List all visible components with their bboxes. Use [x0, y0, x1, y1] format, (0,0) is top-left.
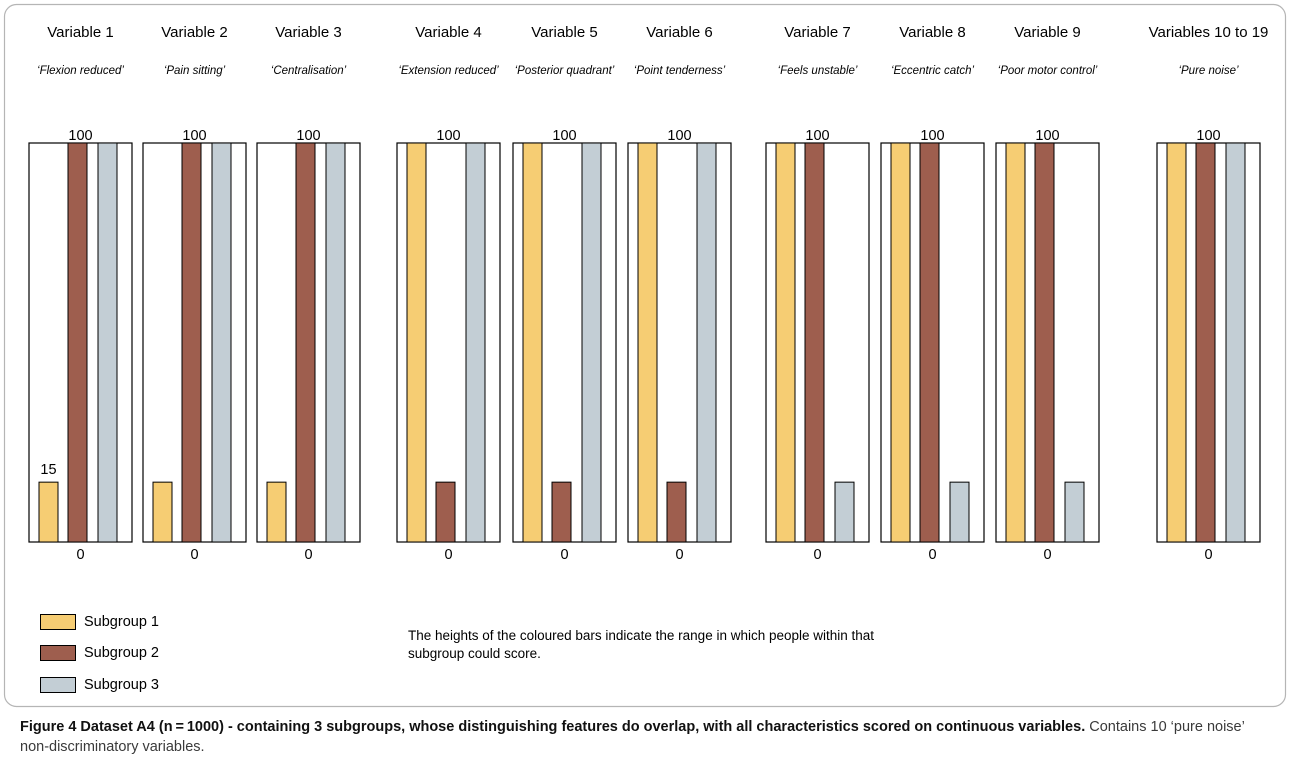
data-label: 15 — [40, 462, 56, 478]
bar-subgroup-3 — [834, 481, 855, 543]
bar-subgroup-1 — [152, 481, 173, 543]
explanatory-note: The heights of the coloured bars indicat… — [408, 628, 875, 661]
bar-subgroup-2 — [919, 142, 940, 543]
top-scale-label: 100 — [805, 128, 829, 144]
bar-subgroup-1 — [522, 142, 543, 543]
top-scale-label: 100 — [436, 128, 460, 144]
variable-subtitle: ‘Pain sitting’ — [163, 65, 226, 77]
bottom-scale-label: 0 — [1043, 547, 1051, 563]
bar-subgroup-3 — [465, 142, 486, 543]
legend-label: Subgroup 2 — [84, 645, 159, 661]
top-scale-label: 100 — [1196, 128, 1220, 144]
variable-subtitle: ‘Eccentric catch’ — [890, 65, 975, 77]
variable-header: Variables 10 to 19 — [1148, 24, 1269, 41]
variable-subtitle: ‘Centralisation’ — [270, 65, 347, 77]
bar-subgroup-2 — [295, 142, 316, 543]
bar-subgroup-3 — [581, 142, 602, 543]
figure-border — [3, 3, 1287, 708]
legend-label: Subgroup 3 — [84, 677, 159, 693]
legend-item-subgroup-1: Subgroup 1 — [40, 611, 159, 633]
variable-header: Variable 3 — [275, 24, 342, 41]
bar-subgroup-3 — [211, 142, 232, 543]
bar-subgroup-2 — [181, 142, 202, 543]
top-scale-label: 100 — [667, 128, 691, 144]
bottom-scale-label: 0 — [444, 547, 452, 563]
bottom-scale-label: 0 — [304, 547, 312, 563]
variable-header: Variable 7 — [784, 24, 851, 41]
bottom-scale-label: 0 — [76, 547, 84, 563]
bar-subgroup-2 — [804, 142, 825, 543]
bottom-scale-label: 0 — [813, 547, 821, 563]
variable-header: Variable 1 — [47, 24, 114, 41]
bottom-scale-label: 0 — [560, 547, 568, 563]
variable-subtitle: ‘Flexion reduced’ — [37, 65, 124, 77]
bar-subgroup-3 — [325, 142, 346, 543]
chart: 100 0 15 100 0 100 0 100 0 100 0 100 0 100 0 100 0 100 0 10… — [3, 3, 1287, 708]
bar-subgroup-1 — [775, 142, 796, 543]
bar-subgroup-1 — [406, 142, 427, 543]
variable-header: Variable 2 — [161, 24, 228, 41]
bar-subgroup-3 — [949, 481, 970, 543]
bar-subgroup-2 — [67, 142, 88, 543]
figure-caption: Figure 4 Dataset A4 (n = 1000) - contain… — [20, 717, 1270, 757]
bar-subgroup-2 — [551, 481, 572, 543]
bar-subgroup-1 — [1166, 142, 1187, 543]
bar-subgroup-1 — [266, 481, 287, 543]
variable-subtitle: ‘Posterior quadrant’ — [514, 65, 615, 77]
bar-subgroup-1 — [637, 142, 658, 543]
variable-subtitle: ‘Feels unstable’ — [777, 65, 858, 77]
caption-bold: Figure 4 Dataset A4 (n = 1000) - contain… — [20, 719, 1086, 735]
top-scale-label: 100 — [296, 128, 320, 144]
top-scale-label: 100 — [552, 128, 576, 144]
legend-label: Subgroup 1 — [84, 614, 159, 630]
variable-header: Variable 4 — [415, 24, 482, 41]
bar-subgroup-2 — [435, 481, 456, 543]
bar-subgroup-1 — [1005, 142, 1026, 543]
variable-subtitle: ‘Pure noise’ — [1178, 65, 1239, 77]
bottom-scale-label: 0 — [928, 547, 936, 563]
bottom-scale-label: 0 — [1204, 547, 1212, 563]
top-scale-label: 100 — [1035, 128, 1059, 144]
bar-subgroup-2 — [1034, 142, 1055, 543]
bar-subgroup-3 — [97, 142, 118, 543]
variable-header: Variable 6 — [646, 24, 713, 41]
bar-subgroup-1 — [38, 481, 59, 543]
legend-item-subgroup-3: Subgroup 3 — [40, 674, 159, 696]
bar-subgroup-3 — [696, 142, 717, 543]
bar-subgroup-2 — [666, 481, 687, 543]
bar-subgroup-2 — [1195, 142, 1216, 543]
bar-subgroup-3 — [1064, 481, 1085, 543]
variable-header: Variable 9 — [1014, 24, 1081, 41]
legend-item-subgroup-2: Subgroup 2 — [40, 642, 159, 664]
top-scale-label: 100 — [182, 128, 206, 144]
top-scale-label: 100 — [68, 128, 92, 144]
caption-normal: Contains 10 ‘pure noise’ non-discriminat… — [20, 719, 1245, 755]
bottom-scale-label: 0 — [190, 547, 198, 563]
variable-subtitle: ‘Extension reduced’ — [398, 65, 499, 77]
variable-subtitle: ‘Point tenderness’ — [633, 65, 726, 77]
variable-header: Variable 8 — [899, 24, 966, 41]
top-scale-label: 100 — [920, 128, 944, 144]
bar-subgroup-1 — [890, 142, 911, 543]
legend-swatch-3 — [40, 677, 76, 693]
bottom-scale-label: 0 — [675, 547, 683, 563]
legend-swatch-2 — [40, 645, 76, 661]
variable-subtitle: ‘Poor motor control’ — [997, 65, 1098, 77]
bar-subgroup-3 — [1225, 142, 1246, 543]
legend-swatch-1 — [40, 614, 76, 630]
variable-header: Variable 5 — [531, 24, 598, 41]
